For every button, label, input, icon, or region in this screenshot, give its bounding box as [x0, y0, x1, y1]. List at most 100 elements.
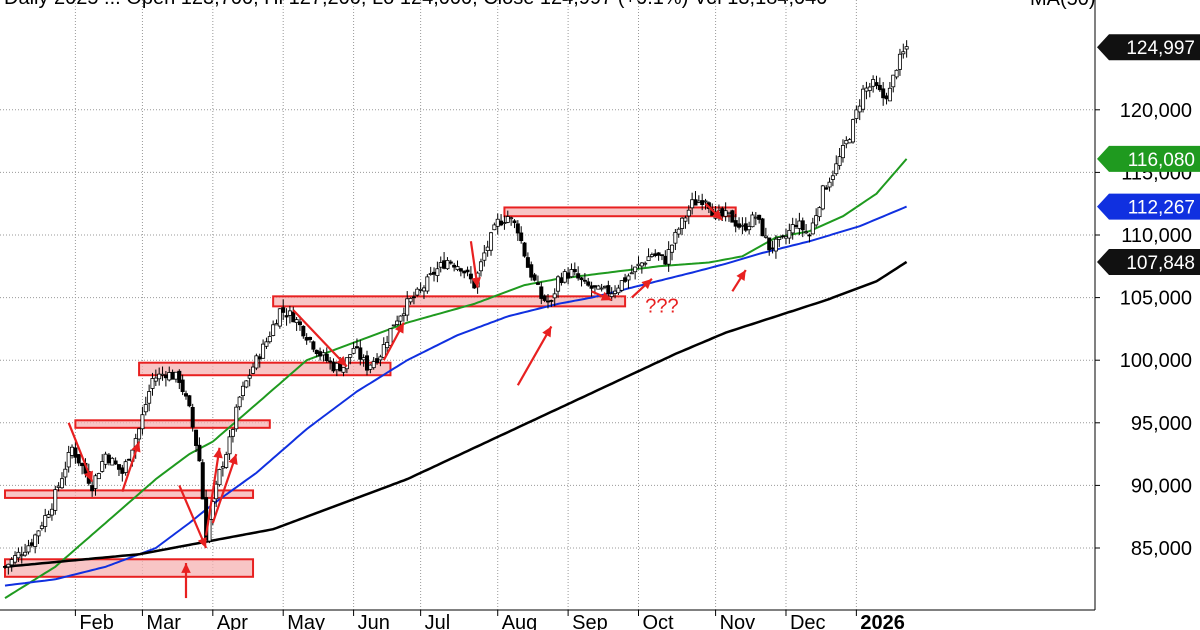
candle-body [629, 272, 634, 275]
candle-body [626, 275, 631, 281]
candle-body [633, 266, 638, 273]
candle-body [861, 88, 866, 110]
candle-body [686, 209, 691, 217]
candle-body [314, 349, 319, 355]
candle-body [435, 268, 440, 276]
candle-body [797, 220, 802, 229]
candle-body [606, 285, 611, 295]
candle-body [66, 452, 71, 468]
candle-body [763, 235, 768, 238]
candle-body [904, 46, 909, 50]
price-tag [1097, 193, 1200, 220]
candle-body [857, 105, 862, 113]
candle-body [106, 454, 111, 464]
candle-body [502, 222, 507, 224]
candle-body [549, 300, 554, 302]
candle-body [341, 367, 346, 373]
candle-body [23, 551, 28, 556]
candle-body [897, 53, 902, 70]
y-tick-label: 100,000 [1120, 350, 1192, 372]
candle-body [284, 315, 289, 318]
arrow-head [736, 270, 746, 281]
candle-body [589, 285, 594, 289]
candle-body [190, 406, 195, 428]
candle-body [237, 396, 242, 408]
x-tick-label: Nov [720, 612, 756, 630]
candle-body [807, 234, 812, 237]
candle-body [3, 565, 8, 568]
candle-body [311, 341, 316, 350]
candle-body [703, 200, 708, 203]
candle-body [794, 224, 799, 227]
price-tag-label: 112,267 [1128, 198, 1195, 219]
candle-body [680, 217, 685, 229]
candle-body [455, 266, 460, 271]
arrow-head [228, 454, 238, 466]
candle-body [16, 551, 21, 559]
candle-body [619, 280, 624, 291]
chart-header: Daily 2025 ... Open 123,700, Hi 127,200,… [4, 0, 827, 9]
candle-body [160, 373, 165, 376]
x-tick-label: Sep [572, 612, 608, 630]
candle-body [230, 429, 235, 437]
candle-body [281, 307, 286, 313]
candle-body [187, 395, 192, 407]
candle-body [63, 468, 68, 478]
candle-body [264, 341, 269, 347]
candle-body [723, 210, 728, 217]
candle-body [616, 287, 621, 294]
candle-body [244, 380, 249, 388]
candle-body [411, 296, 416, 299]
candle-body [113, 460, 118, 465]
candle-body [743, 223, 748, 231]
candle-body [170, 371, 175, 380]
candle-body [649, 254, 654, 257]
candle-body [676, 228, 681, 235]
candle-body [884, 95, 889, 100]
candle-body [358, 347, 363, 360]
candle-body [770, 247, 775, 250]
candle-body [817, 207, 822, 218]
candle-body [837, 156, 842, 166]
grid [0, 0, 1095, 610]
candle-body [760, 218, 765, 237]
price-tag-label: 116,080 [1128, 150, 1195, 171]
candle-body [663, 255, 668, 265]
candle-body [559, 277, 564, 284]
candle-body [448, 261, 453, 264]
x-tick-label: Oct [643, 612, 675, 630]
candle-body [539, 286, 544, 299]
ma-line-2 [4, 205, 907, 587]
candle-body [495, 218, 500, 227]
candle-body [271, 324, 276, 336]
candle-body [194, 429, 199, 446]
candle-body [287, 310, 292, 316]
candle-body [871, 79, 876, 87]
candle-body [753, 216, 758, 219]
candle-body [529, 264, 534, 278]
candle-body [874, 82, 879, 87]
candle-body [522, 242, 527, 257]
candle-body [901, 51, 906, 55]
candle-body [378, 356, 383, 361]
arrow-head [600, 291, 612, 301]
candle-body [535, 282, 540, 285]
y-tick-label: 90,000 [1131, 475, 1192, 497]
candle-body [777, 237, 782, 240]
candle-body [123, 461, 128, 473]
arrow-head [711, 209, 723, 220]
candle-body [814, 215, 819, 226]
candle-body [348, 354, 353, 358]
candle-body [653, 253, 658, 257]
arrow-head [213, 447, 223, 459]
candle-body [656, 252, 661, 256]
annotation-arrows [67, 202, 747, 599]
arrow-head [336, 355, 347, 367]
candle-body [210, 501, 215, 520]
candle-body [267, 336, 272, 343]
y-tick-label: 105,000 [1120, 288, 1192, 310]
candle-body [96, 473, 101, 480]
candle-body [338, 363, 343, 372]
candle-body [418, 288, 423, 291]
candle-body [432, 271, 437, 275]
